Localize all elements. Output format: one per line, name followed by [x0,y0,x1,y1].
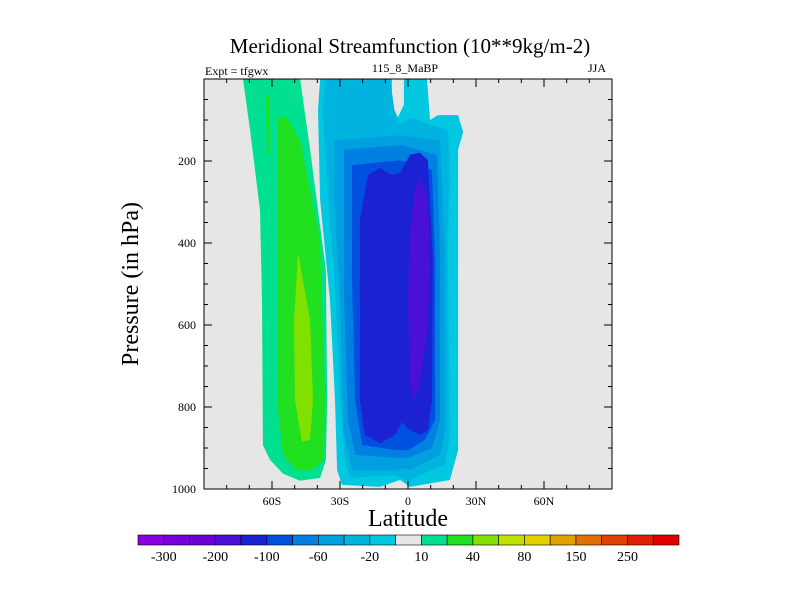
colorbar-swatch [575,534,603,546]
colorbar-label: 10 [414,550,428,565]
colorbar-swatch [395,534,422,546]
colorbar-swatch [498,534,525,546]
y-tick-label: 800 [178,400,196,414]
colorbar-swatch [627,534,654,546]
chart-title: Meridional Streamfunction (10**9kg/m-2) [230,34,590,58]
colorbar-swatch [421,534,448,546]
colorbar-labels: -300 -200 -100 -60 -20 10 40 80 150 250 [151,550,638,565]
axis-ticks [203,79,613,490]
y-tick-label: 400 [178,236,196,250]
x-tick-label: 30S [331,494,350,508]
axis-tick-labels: 60S 30S 0 30N 60N 200 400 600 800 1000 [172,154,555,508]
x-tick-label: 30N [466,494,487,508]
contour-region-positive-40 [294,252,313,442]
contour-region-positive-20-sliver [266,95,270,155]
colorbar-swatch [163,534,190,546]
y-tick-label: 200 [178,154,196,168]
x-tick-label: 0 [405,494,411,508]
x-axis-label: Latitude [368,506,448,532]
colorbar-swatch [652,534,680,546]
x-tick-label: 60N [534,494,555,508]
colorbar-label: -100 [254,550,280,565]
colorbar-swatch [601,534,628,546]
colorbar-label: -300 [151,550,177,565]
colorbar-swatch [524,534,551,546]
colorbar-label: 150 [565,550,586,565]
colorbar-swatch [240,534,268,546]
colorbar-label: 40 [466,550,480,565]
colorbar-swatch [266,534,293,546]
colorbar-swatch [472,534,499,546]
colorbar-swatch [137,534,165,546]
colorbar-swatch [189,534,216,546]
colorbar-swatch [292,534,319,546]
contour-region-negative-150 [408,177,430,400]
colorbar-label: 80 [517,550,531,565]
colorbar-swatch [214,534,242,546]
colorbar-label: -200 [202,550,228,565]
right-subtitle: JJA [588,61,606,75]
y-tick-label: 600 [178,318,196,332]
colorbar-label: 250 [617,550,638,565]
colorbar-label: -20 [361,550,380,565]
colorbar-swatch [318,534,345,546]
colorbar-swatch [549,534,577,546]
contour-fills [243,79,464,487]
left-subtitle: Expt = tfgwx [205,64,268,78]
colorbar-swatch [369,534,396,546]
x-tick-label: 60S [263,494,282,508]
colorbar-swatch [343,534,371,546]
colorbar-label: -60 [309,550,328,565]
y-tick-label: 1000 [172,482,196,496]
center-subtitle: 115_8_MaBP [372,61,439,75]
colorbar-swatch [446,534,474,546]
colorbar [137,534,680,546]
y-axis-label: Pressure (in hPa) [118,202,144,366]
